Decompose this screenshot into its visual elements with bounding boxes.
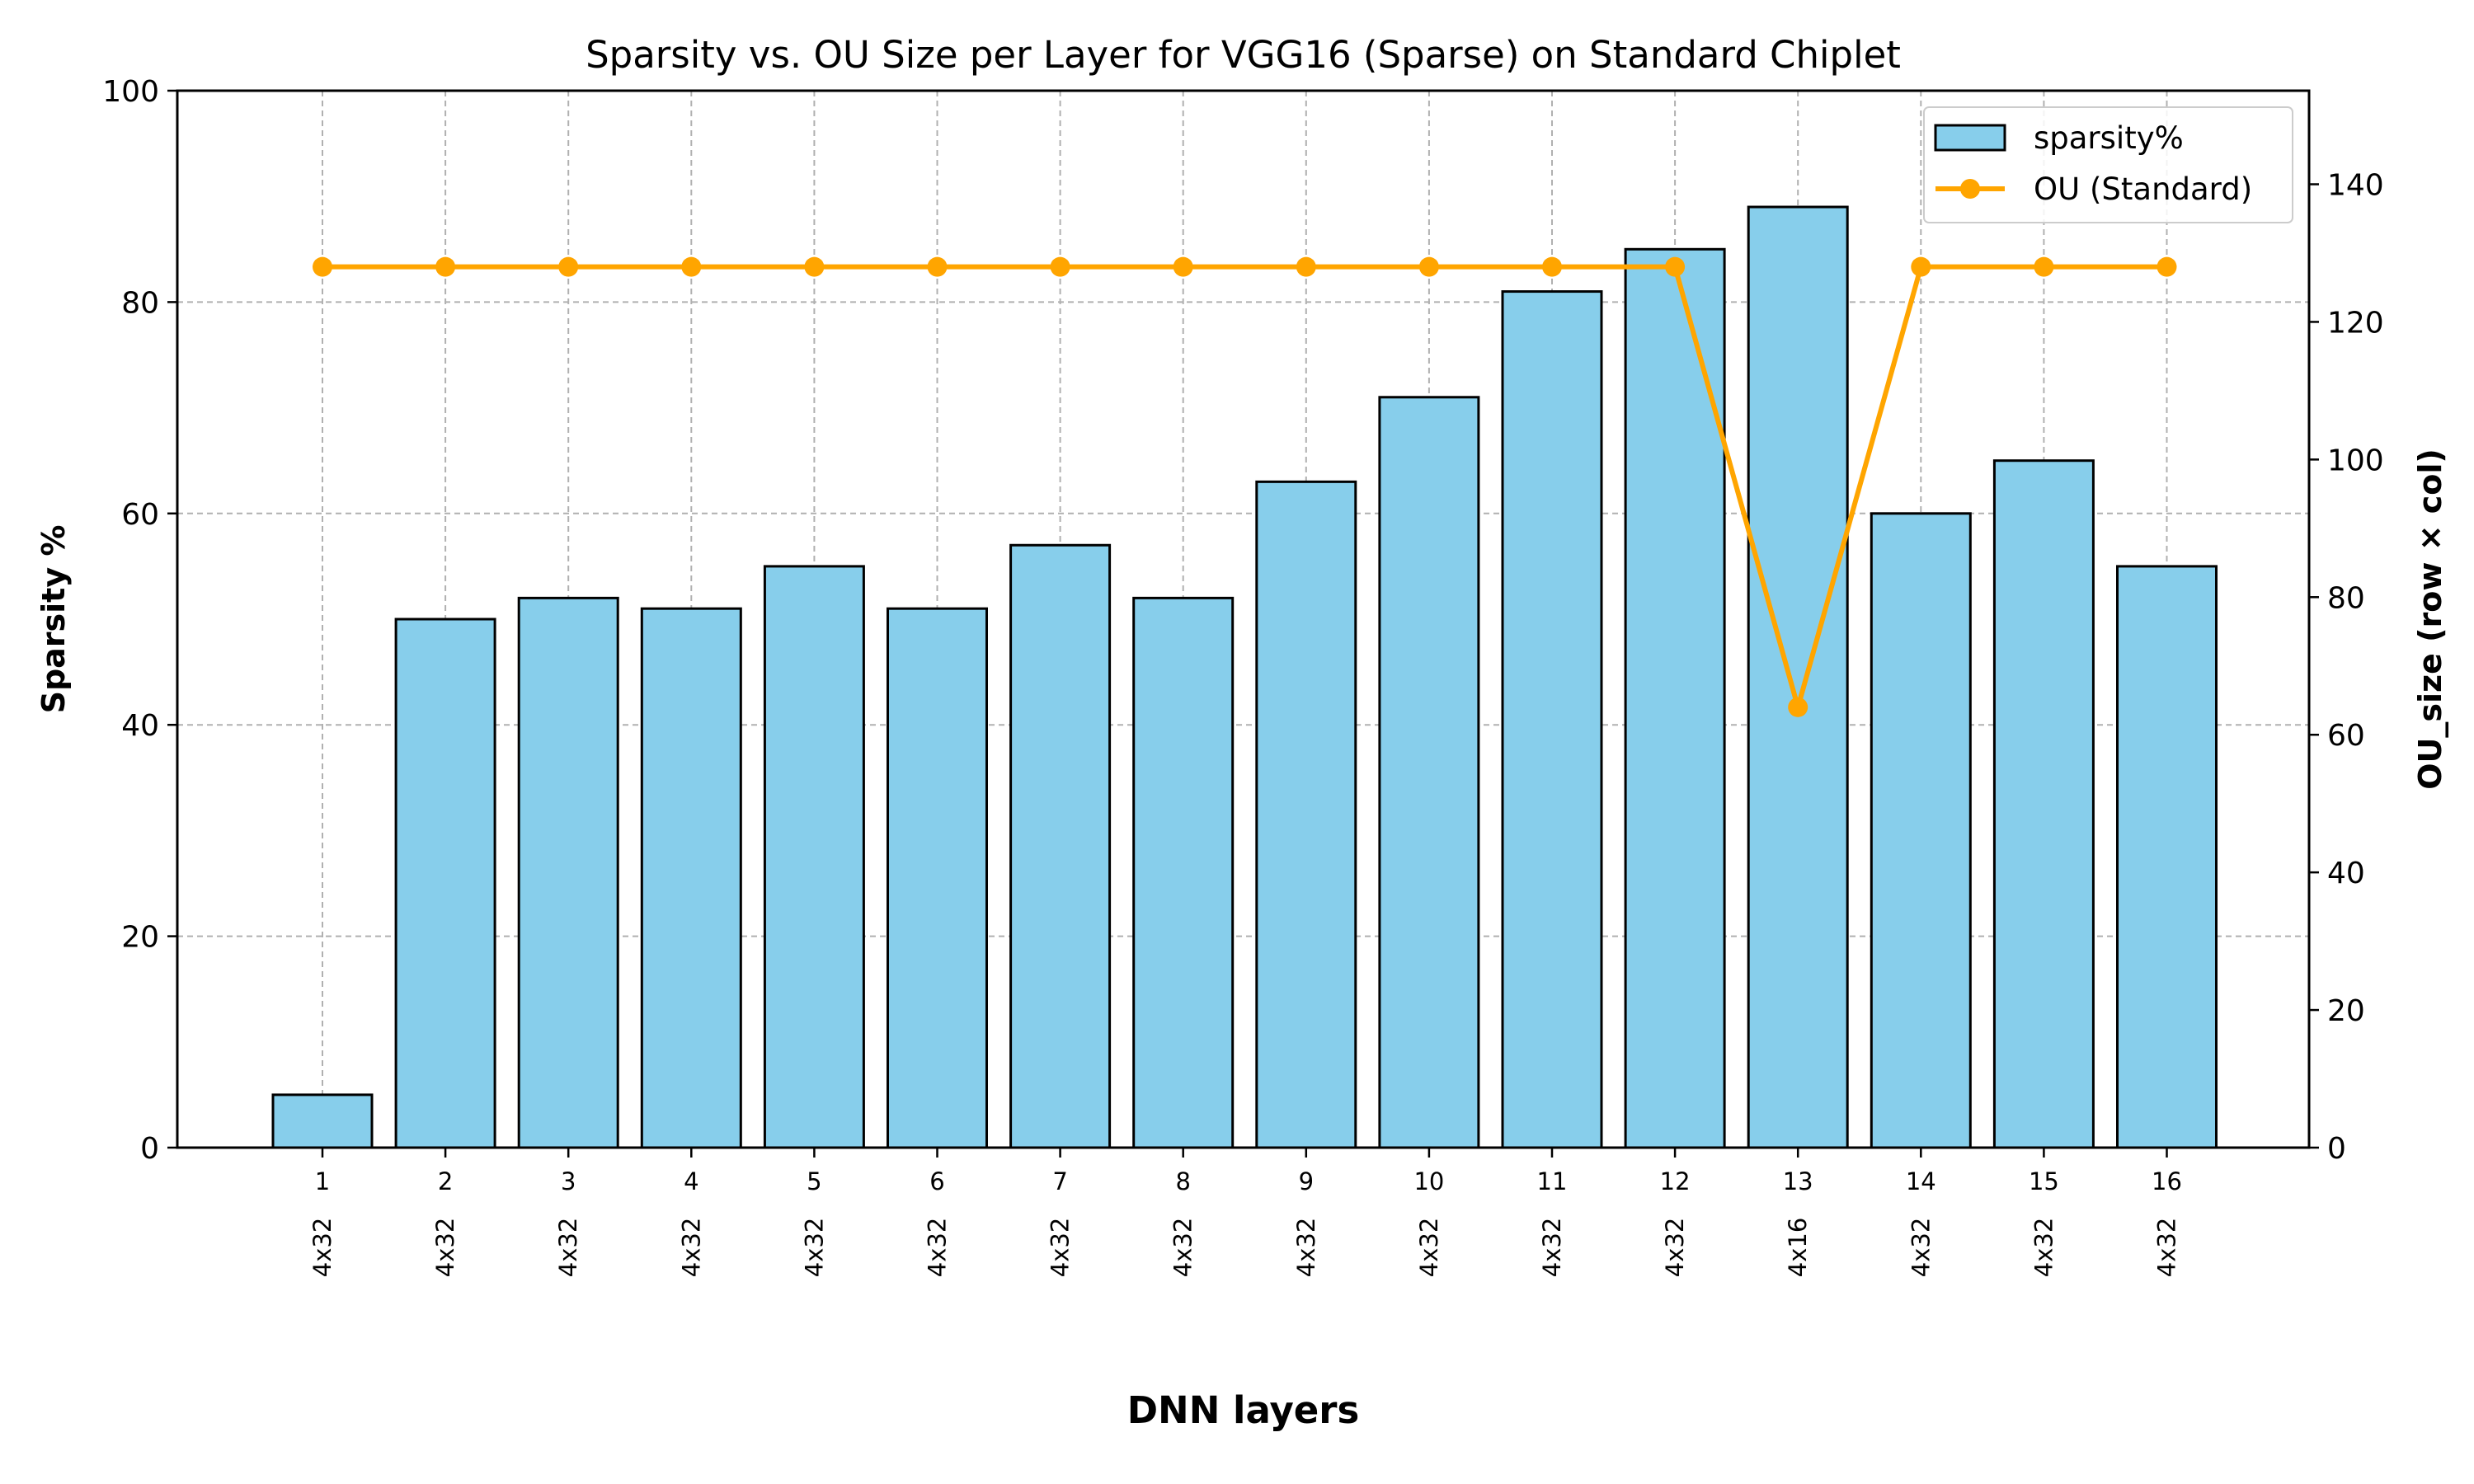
ou-point-layer-1 xyxy=(313,256,332,277)
ou-size-label: 4x32 xyxy=(1907,1218,1935,1278)
bar-sparsity-layer-10 xyxy=(1378,396,1480,1149)
legend: sparsity% OU (Standard) xyxy=(1923,106,2293,223)
legend-label-ou: OU (Standard) xyxy=(2034,171,2252,207)
bar-sparsity-layer-4 xyxy=(640,607,742,1149)
ou-size-label: 4x32 xyxy=(308,1218,336,1278)
ou-point-layer-3 xyxy=(558,256,579,277)
y2-tick-label: 60 xyxy=(2327,719,2365,753)
x-tick-label: 7 xyxy=(1052,1167,1067,1195)
bar-sparsity-layer-14 xyxy=(1870,512,1972,1149)
ou-size-label: 4x32 xyxy=(800,1218,828,1278)
ou-size-label: 4x32 xyxy=(924,1218,952,1278)
ou-size-label: 4x32 xyxy=(431,1218,459,1278)
bar-sparsity-layer-16 xyxy=(2116,565,2218,1149)
x-tick-label: 6 xyxy=(929,1167,944,1195)
y2-tick-label: 100 xyxy=(2327,444,2384,477)
bar-series-sparsity xyxy=(271,205,2218,1149)
ou-size-label: 4x32 xyxy=(1415,1218,1443,1278)
ou-size-label: 4x32 xyxy=(2030,1218,2058,1278)
y2-tick-label: 80 xyxy=(2327,581,2365,615)
right-axis-ticks: 0 20 40 60 80 100 120 140 xyxy=(2309,169,2384,1166)
axes xyxy=(176,89,2311,1149)
y2-tick-label: 40 xyxy=(2327,857,2365,890)
x-tick-label: 16 xyxy=(2152,1167,2182,1195)
ou-point-layer-14 xyxy=(1911,256,1931,277)
ou-point-layer-5 xyxy=(804,256,825,277)
ou-size-label: 4x32 xyxy=(1538,1218,1566,1278)
y-tick-label: 40 xyxy=(121,709,159,743)
x-tick-label: 1 xyxy=(315,1167,330,1195)
ou-point-layer-2 xyxy=(435,256,456,277)
bar-sparsity-layer-5 xyxy=(763,565,865,1149)
y2-tick-label: 20 xyxy=(2327,994,2365,1028)
y-tick-label: 80 xyxy=(121,286,159,320)
legend-marker-ou xyxy=(1960,179,1980,199)
y-tick-label: 100 xyxy=(102,75,159,109)
x-tick-label: 8 xyxy=(1175,1167,1190,1195)
ou-point-layer-10 xyxy=(1418,256,1439,277)
legend-swatch-sparsity xyxy=(1934,124,2006,152)
ou-size-label: 4x32 xyxy=(2153,1218,2181,1278)
x-axis-ticks: 1 4x32 2 4x32 3 4x32 4 4x32 5 4x32 6 4x32 7 4x32 8 4x32… xyxy=(308,1148,2182,1277)
bar-sparsity-layer-13 xyxy=(1747,205,1849,1149)
ou-point-layer-8 xyxy=(1173,256,1193,277)
x-tick-label: 3 xyxy=(561,1167,576,1195)
x-tick-label: 9 xyxy=(1299,1167,1314,1195)
ou-point-layer-13 xyxy=(1788,697,1808,717)
ou-size-label: 4x16 xyxy=(1784,1218,1812,1278)
ou-size-label: 4x32 xyxy=(554,1218,582,1278)
bar-sparsity-layer-15 xyxy=(1992,459,2095,1149)
y-tick-label: 20 xyxy=(121,921,159,955)
x-tick-label: 15 xyxy=(2029,1167,2059,1195)
line-series-ou xyxy=(313,256,2177,717)
y2-tick-label: 120 xyxy=(2327,306,2384,340)
ou-point-layer-15 xyxy=(2034,256,2054,277)
bar-sparsity-layer-2 xyxy=(394,618,496,1149)
bar-sparsity-layer-9 xyxy=(1255,480,1357,1149)
ou-point-layer-4 xyxy=(681,256,702,277)
x-tick-label: 5 xyxy=(807,1167,821,1195)
ou-point-layer-11 xyxy=(1542,256,1562,277)
chart-title: Sparsity vs. OU Size per Layer for VGG16… xyxy=(586,33,1901,77)
y-axis-label: Sparsity % xyxy=(35,525,72,714)
bar-sparsity-layer-6 xyxy=(887,607,988,1149)
y2-tick-label: 140 xyxy=(2327,169,2384,203)
ou-point-layer-9 xyxy=(1296,256,1316,277)
ou-size-label: 4x32 xyxy=(677,1218,705,1278)
y-tick-label: 0 xyxy=(140,1132,159,1166)
x-tick-label: 4 xyxy=(684,1167,698,1195)
ou-line xyxy=(322,264,2167,710)
legend-label-sparsity: sparsity% xyxy=(2034,120,2184,156)
ou-point-layer-12 xyxy=(1665,256,1686,277)
legend-box xyxy=(1923,106,2293,223)
ou-point-layer-16 xyxy=(2157,256,2177,277)
grid-lines xyxy=(177,90,2309,1148)
plot-frame xyxy=(176,89,2311,1149)
bar-sparsity-layer-12 xyxy=(1624,247,1726,1149)
bar-sparsity-layer-11 xyxy=(1501,290,1603,1149)
y2-tick-label: 0 xyxy=(2327,1132,2346,1166)
x-tick-label: 12 xyxy=(1660,1167,1691,1195)
ou-size-label: 4x32 xyxy=(1292,1218,1320,1278)
x-tick-label: 13 xyxy=(1783,1167,1813,1195)
bar-sparsity-layer-1 xyxy=(271,1093,374,1149)
y-tick-label: 60 xyxy=(121,498,159,532)
left-axis-ticks: 0 20 40 60 80 100 xyxy=(102,75,177,1166)
bar-sparsity-layer-7 xyxy=(1009,543,1112,1149)
ou-point-layer-6 xyxy=(927,256,948,277)
x-tick-label: 14 xyxy=(1906,1167,1936,1195)
y2-axis-label: OU_size (row × col) xyxy=(2412,448,2448,790)
x-tick-label: 2 xyxy=(438,1167,453,1195)
x-axis-label: DNN layers xyxy=(1127,1388,1360,1432)
ou-size-label: 4x32 xyxy=(1047,1218,1075,1278)
bar-sparsity-layer-8 xyxy=(1132,596,1235,1149)
x-tick-label: 11 xyxy=(1537,1167,1568,1195)
bar-sparsity-layer-3 xyxy=(517,596,619,1149)
ou-size-label: 4x32 xyxy=(1661,1218,1689,1278)
ou-point-layer-7 xyxy=(1050,256,1070,277)
x-tick-label: 10 xyxy=(1413,1167,1444,1195)
ou-size-label: 4x32 xyxy=(1169,1218,1197,1278)
